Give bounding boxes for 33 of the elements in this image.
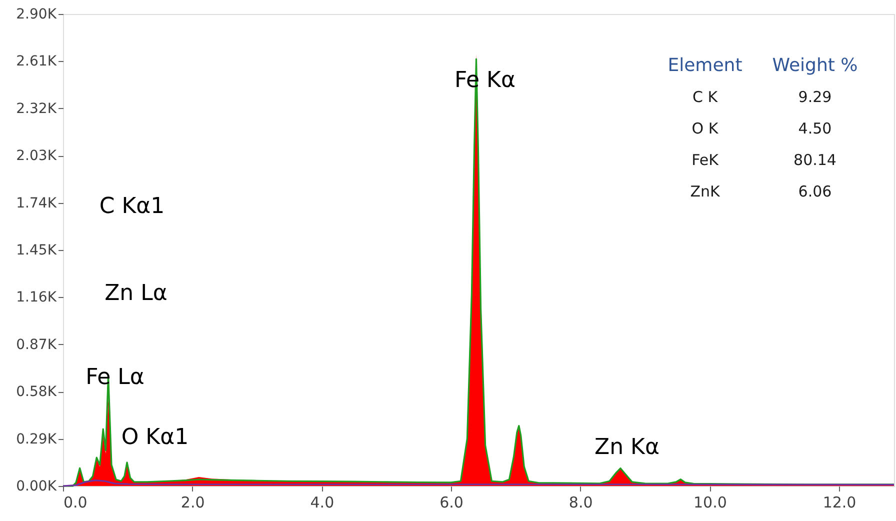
y-tick-label: 2.61K bbox=[16, 54, 58, 70]
y-tick-label: 2.32K bbox=[16, 100, 58, 117]
annotation: Zn Lα bbox=[104, 281, 168, 306]
annotation: FeK bbox=[692, 151, 720, 169]
x-tick-label: 10.0 bbox=[693, 494, 727, 512]
annotation: Element bbox=[668, 55, 742, 76]
y-tick-label: 2.90K bbox=[16, 6, 58, 22]
annotation: Zn Kα bbox=[594, 435, 660, 460]
y-tick-label: 1.16K bbox=[16, 290, 58, 306]
x-tick-label: 12.0 bbox=[822, 494, 856, 512]
annotation: ZnK bbox=[690, 182, 721, 200]
x-tick-label: 2.0 bbox=[180, 494, 205, 512]
x-tick-label: 8.0 bbox=[568, 494, 593, 512]
y-tick-label: 0.00K bbox=[16, 478, 58, 494]
annotation: O Kα1 bbox=[121, 425, 189, 450]
annotation: 6.06 bbox=[798, 182, 832, 200]
annotation: O K bbox=[692, 120, 720, 138]
y-tick-label: 0.58K bbox=[16, 384, 58, 400]
annotation: Fe Lα bbox=[86, 365, 144, 390]
y-tick-label: 0.29K bbox=[16, 431, 58, 448]
y-tick-label: 1.74K bbox=[16, 195, 58, 212]
annotation: C Kα1 bbox=[99, 194, 165, 219]
y-tick-label: 1.45K bbox=[16, 242, 58, 258]
x-tick-label: 6.0 bbox=[440, 494, 464, 512]
annotation: Weight % bbox=[772, 55, 858, 76]
x-tick-label: 0.0 bbox=[64, 494, 88, 512]
annotation: 4.50 bbox=[798, 120, 832, 138]
y-tick-label: 0.87K bbox=[16, 336, 58, 353]
annotation: 9.29 bbox=[798, 88, 832, 106]
y-tick-label: 2.03K bbox=[16, 148, 58, 164]
annotation: C K bbox=[692, 88, 719, 106]
annotation: 80.14 bbox=[794, 151, 836, 169]
x-tick-label: 4.0 bbox=[310, 494, 334, 512]
